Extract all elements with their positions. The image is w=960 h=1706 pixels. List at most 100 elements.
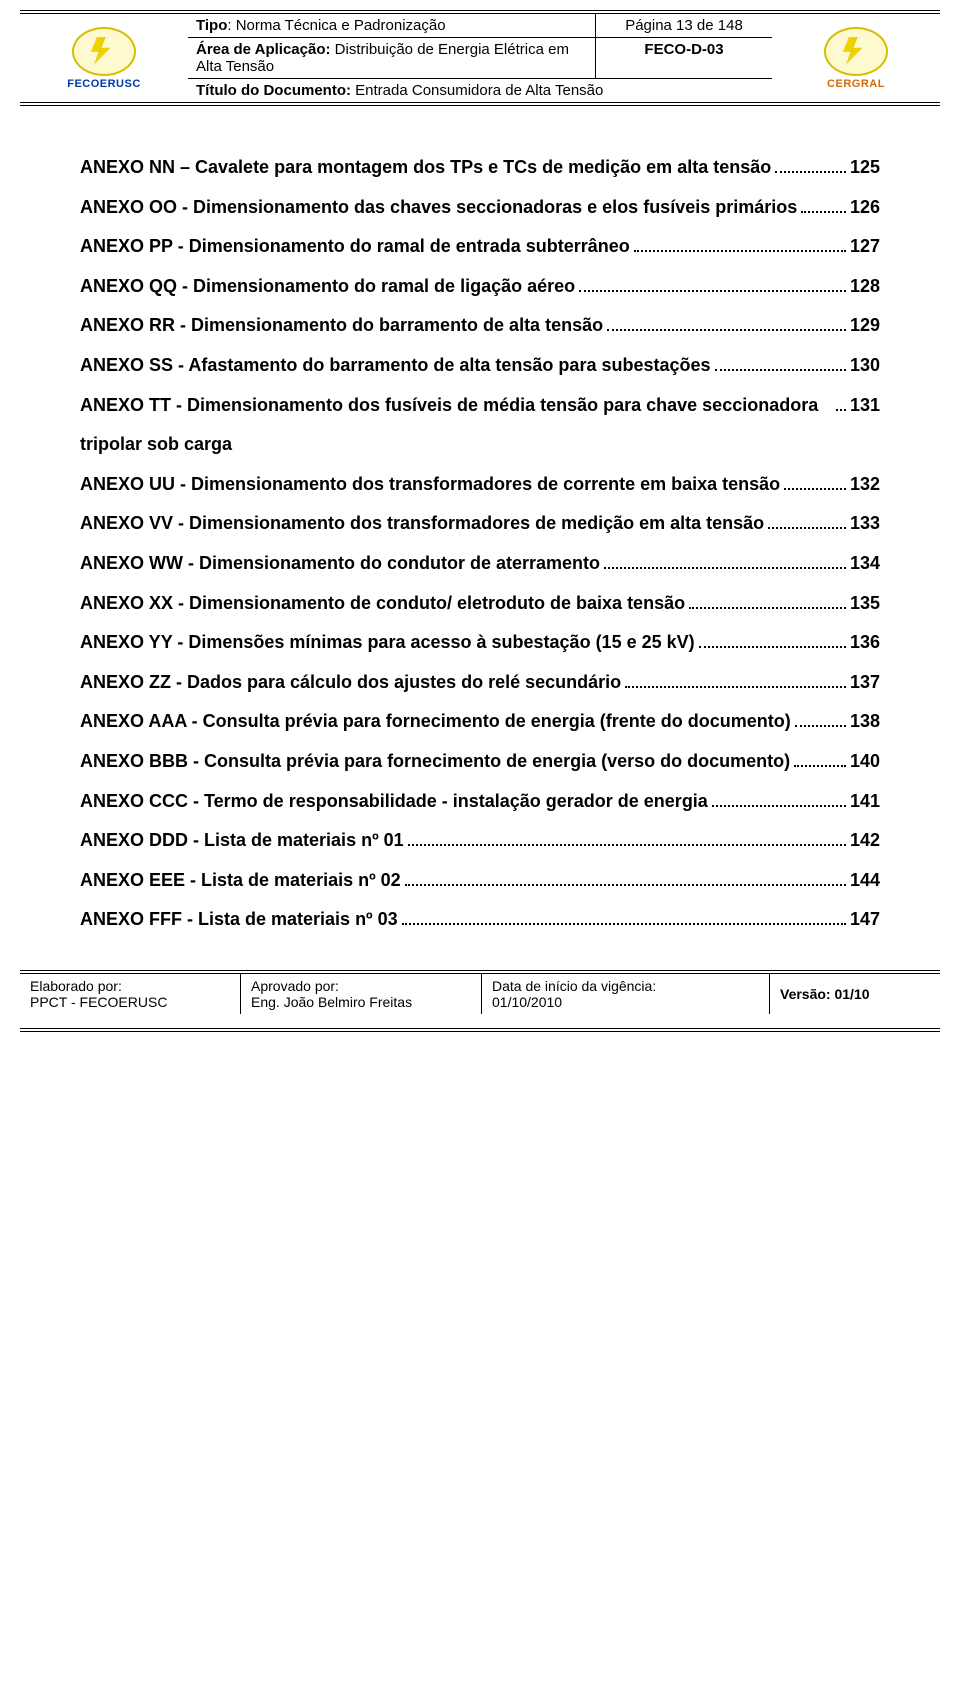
- toc-text: ANEXO SS - Afastamento do barramento de …: [80, 346, 711, 386]
- toc-text: ANEXO CCC - Termo de responsabilidade - …: [80, 782, 708, 822]
- toc-leader: [794, 749, 846, 767]
- logo-right-label: CERGRAL: [827, 78, 885, 90]
- toc-leader: [768, 511, 846, 529]
- toc-leader: [579, 274, 846, 292]
- data-value: 01/10/2010: [492, 994, 562, 1010]
- toc-page: 144: [850, 861, 880, 901]
- toc-leader: [607, 313, 846, 331]
- toc-leader: [801, 194, 846, 212]
- toc-text: ANEXO PP - Dimensionamento do ramal de e…: [80, 227, 630, 267]
- header-tipo: Tipo: Norma Técnica e Padronização: [188, 14, 596, 37]
- toc-leader: [405, 868, 846, 886]
- toc-leader: [712, 788, 846, 806]
- toc-leader: [408, 828, 846, 846]
- header-table: FECOERUSC Tipo: Norma Técnica e Padroniz…: [20, 14, 940, 102]
- tipo-value: : Norma Técnica e Padronização: [227, 17, 445, 34]
- toc-text: ANEXO FFF - Lista de materiais nº 03: [80, 900, 398, 940]
- toc-page: 138: [850, 702, 880, 742]
- header-center: Tipo: Norma Técnica e Padronização Págin…: [188, 14, 772, 102]
- logo-left-cell: FECOERUSC: [20, 14, 188, 102]
- toc-leader: [625, 670, 846, 688]
- toc-entry: ANEXO DDD - Lista de materiais nº 01142: [80, 821, 880, 861]
- header-row-titulo: Título do Documento: Entrada Consumidora…: [188, 79, 772, 102]
- toc-text: ANEXO VV - Dimensionamento dos transform…: [80, 504, 764, 544]
- cergral-logo-icon: [824, 27, 888, 76]
- toc-page: 136: [850, 623, 880, 663]
- toc-page: 137: [850, 663, 880, 703]
- toc-page: 129: [850, 306, 880, 346]
- toc-entry: ANEXO NN – Cavalete para montagem dos TP…: [80, 148, 880, 188]
- toc-page: 147: [850, 900, 880, 940]
- toc-leader: [689, 590, 846, 608]
- footer-table: Elaborado por: PPCT - FECOERUSC Aprovado…: [20, 974, 940, 1014]
- elab-value: PPCT - FECOERUSC: [30, 994, 167, 1010]
- toc-page: 126: [850, 188, 880, 228]
- toc-text: ANEXO RR - Dimensionamento do barramento…: [80, 306, 603, 346]
- footer-bottom-rule: [20, 1028, 940, 1032]
- tipo-label: Tipo: [196, 17, 227, 34]
- header-codigo: FECO-D-03: [596, 38, 772, 78]
- toc-text: ANEXO EEE - Lista de materiais nº 02: [80, 861, 401, 901]
- footer-data: Data de início da vigência: 01/10/2010: [482, 974, 770, 1014]
- toc-entry: ANEXO TT - Dimensionamento dos fusíveis …: [80, 386, 880, 465]
- toc-page: 125: [850, 148, 880, 188]
- footer-versao: Versão: 01/10: [770, 974, 940, 1014]
- toc-page: 130: [850, 346, 880, 386]
- footer-aprovado: Aprovado por: Eng. João Belmiro Freitas: [241, 974, 482, 1014]
- toc-entry: ANEXO UU - Dimensionamento dos transform…: [80, 465, 880, 505]
- toc-text: ANEXO UU - Dimensionamento dos transform…: [80, 465, 780, 505]
- toc-page: 132: [850, 465, 880, 505]
- elab-label: Elaborado por:: [30, 978, 230, 994]
- toc-entry: ANEXO ZZ - Dados para cálculo dos ajuste…: [80, 663, 880, 703]
- toc-page: 141: [850, 782, 880, 822]
- toc-leader: [784, 472, 846, 490]
- titulo-value: Entrada Consumidora de Alta Tensão: [351, 82, 603, 99]
- toc-entry: ANEXO CCC - Termo de responsabilidade - …: [80, 782, 880, 822]
- toc-entry: ANEXO BBB - Consulta prévia para forneci…: [80, 742, 880, 782]
- toc-leader: [775, 155, 846, 173]
- toc-text: ANEXO OO - Dimensionamento das chaves se…: [80, 188, 797, 228]
- toc-text: ANEXO BBB - Consulta prévia para forneci…: [80, 742, 790, 782]
- page: FECOERUSC Tipo: Norma Técnica e Padroniz…: [0, 10, 960, 1032]
- toc-leader: [634, 234, 846, 252]
- toc-text: ANEXO WW - Dimensionamento do condutor d…: [80, 544, 600, 584]
- toc-leader: [836, 392, 846, 410]
- aprov-label: Aprovado por:: [251, 978, 471, 994]
- toc-text: ANEXO XX - Dimensionamento de conduto/ e…: [80, 584, 685, 624]
- toc-text: ANEXO NN – Cavalete para montagem dos TP…: [80, 148, 771, 188]
- toc-content: ANEXO NN – Cavalete para montagem dos TP…: [0, 118, 960, 960]
- toc-page: 142: [850, 821, 880, 861]
- header-pagina: Página 13 de 148: [596, 14, 772, 37]
- header-bottom-rule: [20, 102, 940, 106]
- toc-leader: [402, 907, 846, 925]
- toc-entry: ANEXO SS - Afastamento do barramento de …: [80, 346, 880, 386]
- header-row-tipo: Tipo: Norma Técnica e Padronização Págin…: [188, 14, 772, 38]
- fecoerusc-logo-icon: [72, 27, 136, 76]
- logo-left-label: FECOERUSC: [67, 78, 141, 90]
- data-label: Data de início da vigência:: [492, 978, 759, 994]
- toc-entry: ANEXO OO - Dimensionamento das chaves se…: [80, 188, 880, 228]
- toc-entry: ANEXO EEE - Lista de materiais nº 02 144: [80, 861, 880, 901]
- toc-page: 140: [850, 742, 880, 782]
- toc-page: 128: [850, 267, 880, 307]
- toc-entry: ANEXO AAA - Consulta prévia para forneci…: [80, 702, 880, 742]
- toc-entry: ANEXO YY - Dimensões mínimas para acesso…: [80, 623, 880, 663]
- toc-leader: [795, 709, 846, 727]
- logo-right-cell: CERGRAL: [772, 14, 940, 102]
- toc-page: 127: [850, 227, 880, 267]
- header-area: Área de Aplicação: Distribuição de Energ…: [188, 38, 596, 78]
- toc-page: 135: [850, 584, 880, 624]
- footer-elaborado: Elaborado por: PPCT - FECOERUSC: [20, 974, 241, 1014]
- toc-entry: ANEXO XX - Dimensionamento de conduto/ e…: [80, 584, 880, 624]
- toc-leader: [699, 630, 846, 648]
- toc-entry: ANEXO QQ - Dimensionamento do ramal de l…: [80, 267, 880, 307]
- toc-page: 133: [850, 504, 880, 544]
- toc-entry: ANEXO WW - Dimensionamento do condutor d…: [80, 544, 880, 584]
- toc-leader: [715, 353, 846, 371]
- toc-entry: ANEXO PP - Dimensionamento do ramal de e…: [80, 227, 880, 267]
- toc-text: ANEXO QQ - Dimensionamento do ramal de l…: [80, 267, 575, 307]
- area-label: Área de Aplicação:: [196, 41, 331, 58]
- toc-text: ANEXO AAA - Consulta prévia para forneci…: [80, 702, 791, 742]
- toc-entry: ANEXO FFF - Lista de materiais nº 03 147: [80, 900, 880, 940]
- toc-entry: ANEXO VV - Dimensionamento dos transform…: [80, 504, 880, 544]
